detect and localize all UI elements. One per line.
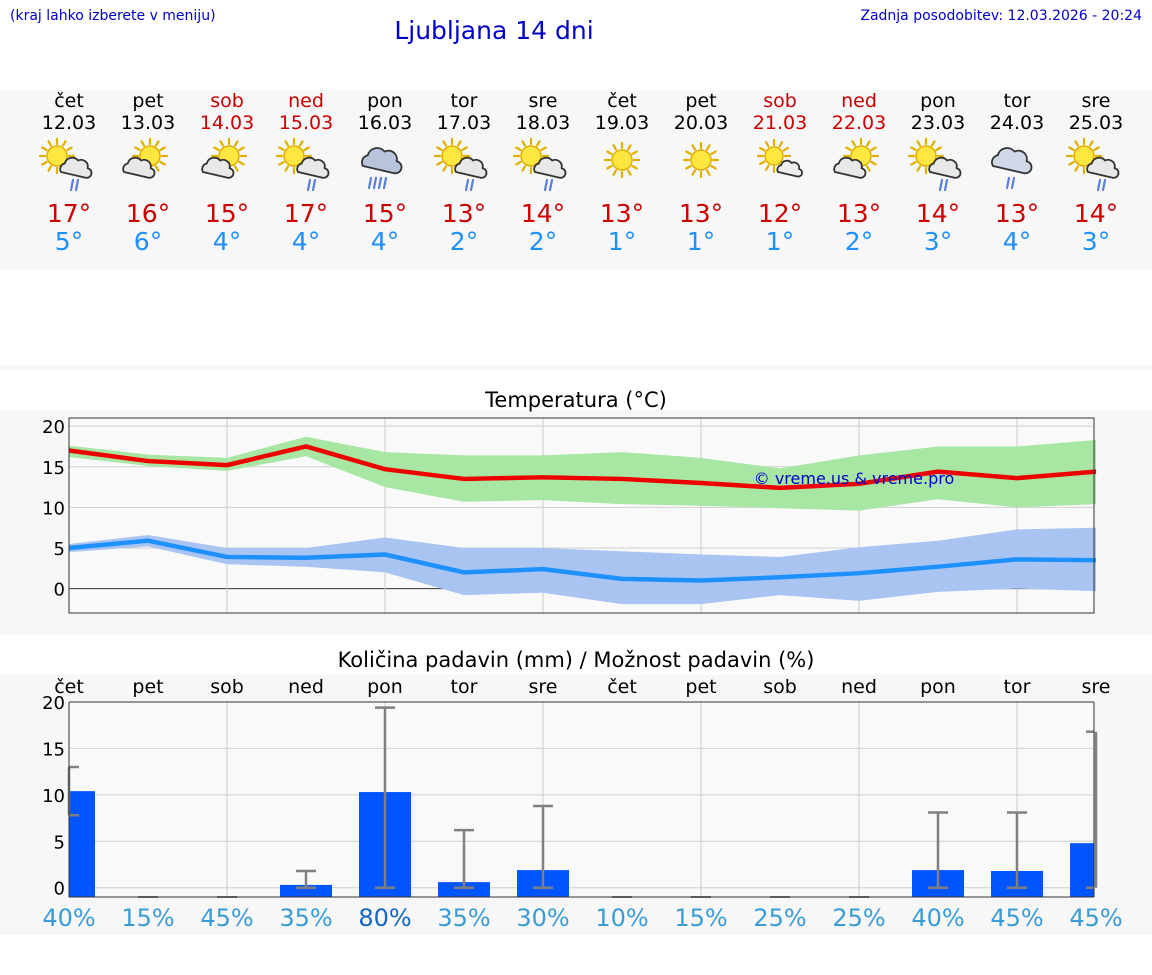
last-updated: Zadnja posodobitev: 12.03.2026 - 20:24 [860,8,1142,24]
temp-max: 13° [994,199,1040,228]
day-column: sre 25.03 14° 3° [1057,90,1136,256]
sun-cloud-rain-icon [425,134,504,200]
day-date: 20.03 [673,112,729,134]
day-column: tor 17.03 13° 2° [425,90,504,256]
temp-max: 14° [915,199,961,228]
day-name: pon [367,90,403,112]
forecast-band [0,90,1152,270]
day-name: čet [607,90,637,112]
day-date: 22.03 [831,112,887,134]
separator [0,365,1152,370]
cloud-rain-icon [978,134,1057,200]
temp-min: 1° [686,227,716,256]
day-date: 24.03 [989,112,1045,134]
sun-cloud-rain-icon [504,134,583,200]
day-name: sre [528,90,558,112]
day-column: ned 22.03 13° 2° [820,90,899,256]
day-name: čet [54,90,84,112]
temp-min: 3° [1081,227,1111,256]
day-column: čet 19.03 13° 1° [583,90,662,256]
day-date: 21.03 [752,112,808,134]
day-column: pon 16.03 15° 4° [346,90,425,256]
sun-icon [583,134,662,200]
day-date: 14.03 [199,112,255,134]
day-column: pet 20.03 13° 1° [662,90,741,256]
day-column: čet 12.03 17° 5° [30,90,109,256]
day-forecast-strip: čet 12.03 17° 5° pet 13.03 16° 6° sob 14.03 15° 4° n… [0,90,1152,270]
page-title: Ljubljana 14 dni [394,16,594,45]
day-name: sob [210,90,244,112]
day-name: tor [1003,90,1031,112]
day-date: 25.03 [1068,112,1124,134]
day-column: pon 23.03 14° 3° [899,90,978,256]
temp-min: 2° [528,227,558,256]
sun-cloud-icon [109,134,188,200]
day-name: tor [450,90,478,112]
day-column: sob 21.03 12° 1° [741,90,820,256]
temperature-chart-title: Temperatura (°C) [485,388,667,412]
day-name: sob [763,90,797,112]
temperature-band [0,410,1152,635]
temp-min: 3° [923,227,953,256]
day-date: 19.03 [594,112,650,134]
temp-max: 14° [520,199,566,228]
precip-chart-title: Količina padavin (mm) / Možnost padavin … [337,648,815,672]
day-name: sre [1081,90,1111,112]
temp-max: 17° [283,199,329,228]
day-column: tor 24.03 13° 4° [978,90,1057,256]
temp-max: 12° [757,199,803,228]
day-date: 13.03 [120,112,176,134]
day-name: pon [920,90,956,112]
day-date: 15.03 [278,112,334,134]
temp-max: 13° [836,199,882,228]
temp-min: 6° [133,227,163,256]
temp-min: 2° [449,227,479,256]
temp-max: 17° [46,199,92,228]
sun-cloud-rain-icon [899,134,978,200]
day-date: 16.03 [357,112,413,134]
temp-min: 5° [54,227,84,256]
cloud-heavy-rain-icon [346,134,425,200]
temp-min: 1° [765,227,795,256]
temp-min: 4° [1002,227,1032,256]
temp-max: 15° [204,199,250,228]
day-date: 18.03 [515,112,571,134]
temp-min: 4° [212,227,242,256]
temp-max: 16° [125,199,171,228]
sun-cloud-icon [188,134,267,200]
sun-small-cloud-icon [741,134,820,200]
temp-max: 13° [599,199,645,228]
temp-max: 14° [1073,199,1119,228]
day-date: 12.03 [41,112,97,134]
day-column: sob 14.03 15° 4° [188,90,267,256]
temp-min: 2° [844,227,874,256]
day-name: pet [685,90,717,112]
day-name: pet [132,90,164,112]
temp-min: 4° [291,227,321,256]
temp-min: 1° [607,227,637,256]
day-date: 17.03 [436,112,492,134]
temp-max: 13° [441,199,487,228]
temp-max: 15° [362,199,408,228]
day-column: sre 18.03 14° 2° [504,90,583,256]
day-column: pet 13.03 16° 6° [109,90,188,256]
day-name: ned [841,90,877,112]
precip-band [0,675,1152,935]
sun-cloud-rain-icon [30,134,109,200]
sun-cloud-rain-icon [1057,134,1136,200]
day-name: ned [288,90,324,112]
temp-max: 13° [678,199,724,228]
sun-cloud-icon [820,134,899,200]
location-hint: (kraj lahko izberete v meniju) [10,8,216,24]
day-column: ned 15.03 17° 4° [267,90,346,256]
sun-icon [662,134,741,200]
temp-min: 4° [370,227,400,256]
sun-cloud-rain-icon [267,134,346,200]
day-date: 23.03 [910,112,966,134]
